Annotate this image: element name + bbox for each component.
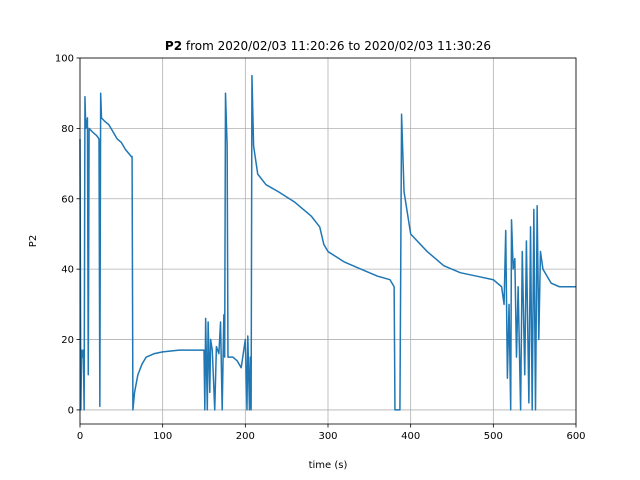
y-axis-label: P2	[28, 235, 39, 247]
x-tick-label: 200	[236, 431, 255, 442]
y-tick-label: 20	[61, 335, 74, 346]
x-tick-label: 600	[566, 431, 585, 442]
data-line	[79, 74, 576, 411]
chart-title: P2 from 2020/02/03 11:20:26 to 2020/02/0…	[165, 39, 491, 53]
x-tick-label: 300	[318, 431, 337, 442]
y-tick-label: 60	[61, 194, 74, 205]
x-tick-label: 500	[484, 431, 503, 442]
y-tick-label: 40	[61, 265, 74, 276]
title-text: from 2020/02/03 11:20:26 to 2020/02/03 1…	[186, 39, 491, 53]
title-variable: P2	[165, 39, 182, 53]
x-tick-label: 100	[153, 431, 172, 442]
x-axis-label: time (s)	[309, 460, 348, 471]
y-tick-label: 100	[55, 54, 74, 65]
x-tick-label: 400	[401, 431, 420, 442]
y-tick-label: 0	[68, 405, 74, 416]
plot-frame	[79, 57, 577, 425]
x-tick-label: 0	[77, 431, 83, 442]
y-tick-label: 80	[61, 124, 74, 135]
